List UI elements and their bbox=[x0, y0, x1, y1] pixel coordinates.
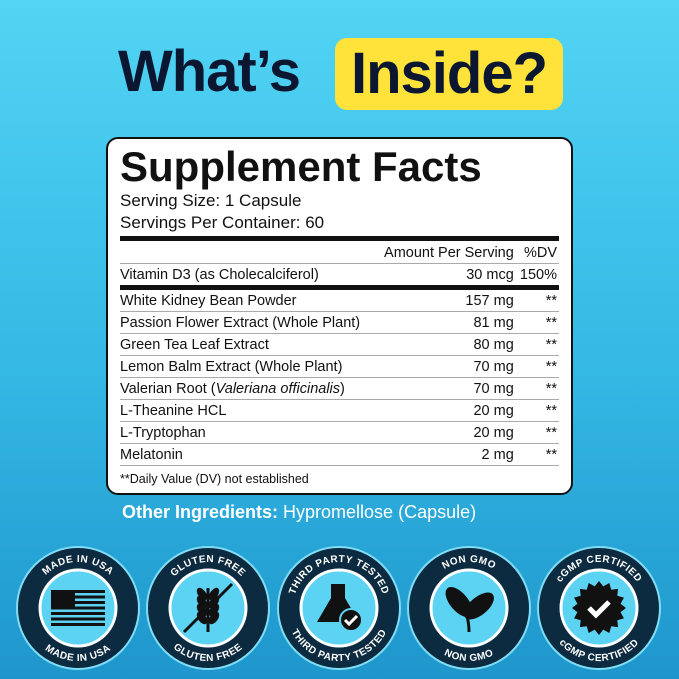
ingredient-name: L-Tryptophan bbox=[120, 421, 361, 444]
name: White Kidney Bean Powder bbox=[120, 292, 297, 309]
check bbox=[587, 600, 611, 619]
name: Melatonin bbox=[120, 446, 183, 463]
name: Valerian Root ( bbox=[120, 380, 216, 397]
dv: ** bbox=[513, 399, 559, 422]
dv: ** bbox=[513, 421, 559, 444]
flag-stripe bbox=[51, 595, 105, 599]
ingredient-name: Valerian Root (Valeriana officinalis) bbox=[120, 377, 361, 400]
ingredient-name: White Kidney Bean Powder bbox=[120, 287, 361, 312]
ingredient-row: White Kidney Bean Powder 157 mg ** bbox=[120, 287, 559, 312]
ingredient-name: L-Theanine HCL bbox=[120, 399, 361, 422]
flag-stripe bbox=[51, 590, 105, 593]
ingredient-name: Lemon Balm Extract (Whole Plant) bbox=[120, 355, 361, 378]
ingredient-name: Passion Flower Extract (Whole Plant) bbox=[120, 311, 361, 334]
flag-stripe bbox=[51, 612, 105, 615]
ingredient-row: Valerian Root (Valeriana officinalis) 70 … bbox=[120, 377, 559, 400]
title: What’s bbox=[118, 39, 301, 104]
flag-stripe bbox=[51, 623, 105, 626]
spacer bbox=[120, 242, 361, 264]
flag-stripe bbox=[51, 601, 105, 604]
ingredient-name: Vitamin D3 (as Cholecalciferol) bbox=[120, 263, 361, 290]
check bbox=[343, 614, 359, 627]
slash bbox=[182, 582, 234, 634]
ingredient-row: Melatonin 2 mg ** bbox=[120, 443, 559, 466]
amount: 80 mg bbox=[360, 333, 514, 356]
amount: 20 mg bbox=[360, 399, 514, 422]
badge-text: NON GMO bbox=[443, 647, 496, 664]
dv: 150% bbox=[513, 263, 559, 290]
ingredient-row: Passion Flower Extract (Whole Plant) 81 m… bbox=[120, 311, 559, 334]
name: L-Theanine HCL bbox=[120, 402, 227, 419]
dv: ** bbox=[513, 377, 559, 400]
grain bbox=[208, 611, 220, 625]
stem bbox=[457, 602, 471, 633]
value: Hypromellose (Capsule) bbox=[283, 502, 477, 522]
amount: 30 mcg bbox=[360, 263, 514, 290]
divider bbox=[120, 236, 559, 241]
facts-table: Amount Per Serving %DV Vitamin D3 (as Chol… bbox=[120, 242, 559, 466]
serving-size: Serving Size: 1 Capsule bbox=[120, 191, 302, 210]
facts-panel: Supplement Facts Serving Size: 1 Capsule… bbox=[106, 137, 573, 495]
dv: ** bbox=[513, 333, 559, 356]
flag-canton bbox=[51, 590, 75, 609]
ingredient-row: Lemon Balm Extract (Whole Plant) 70 mg ** bbox=[120, 355, 559, 378]
dv: ** bbox=[513, 311, 559, 334]
label: Other Ingredients: bbox=[122, 502, 279, 522]
facts-title: Supplement Facts bbox=[120, 143, 482, 190]
header-row: Amount Per Serving %DV bbox=[120, 242, 559, 264]
name: Lemon Balm Extract (Whole Plant) bbox=[120, 358, 343, 375]
amount: 157 mg bbox=[360, 287, 514, 312]
amount: 2 mg bbox=[360, 443, 514, 466]
name: Passion Flower Extract (Whole Plant) bbox=[120, 314, 361, 331]
vitamin-row: Vitamin D3 (as Cholecalciferol) 30 mcg 150… bbox=[120, 263, 559, 290]
name-italic: Valeriana officinalis bbox=[215, 380, 341, 397]
amount-header: Amount Per Serving bbox=[360, 242, 514, 264]
name-end: ) bbox=[340, 380, 345, 397]
ingredient-row: L-Tryptophan 20 mg ** bbox=[120, 421, 559, 444]
ingredient-row: L-Theanine HCL 20 mg ** bbox=[120, 399, 559, 422]
ingredient-row: Green Tea Leaf Extract 80 mg ** bbox=[120, 333, 559, 356]
amount: 20 mg bbox=[360, 421, 514, 444]
dv: ** bbox=[513, 355, 559, 378]
flag-stripe bbox=[51, 617, 105, 621]
amount: 81 mg bbox=[360, 311, 514, 334]
other-ingredients: Other Ingredients: Hypromellose (Capsule… bbox=[122, 502, 476, 523]
servings-per-container: Servings Per Container: 60 bbox=[120, 213, 325, 232]
name: Vitamin D3 (as Cholecalciferol) bbox=[120, 266, 319, 283]
badge-bottom: NON GMO bbox=[443, 647, 495, 664]
dv: ** bbox=[513, 287, 559, 312]
footnote: **Daily Value (DV) not established bbox=[120, 472, 309, 486]
amount: 70 mg bbox=[360, 355, 514, 378]
title-highlight: Inside? bbox=[335, 38, 563, 110]
name: L-Tryptophan bbox=[120, 424, 206, 441]
leaf bbox=[464, 592, 494, 620]
amount: 70 mg bbox=[360, 377, 514, 400]
ingredient-name: Melatonin bbox=[120, 443, 361, 466]
dv: ** bbox=[513, 443, 559, 466]
ingredient-name: Green Tea Leaf Extract bbox=[120, 333, 361, 356]
name: Green Tea Leaf Extract bbox=[120, 336, 269, 353]
flag-stripe bbox=[51, 606, 105, 610]
seal bbox=[572, 581, 626, 635]
dv-header: %DV bbox=[513, 242, 559, 264]
